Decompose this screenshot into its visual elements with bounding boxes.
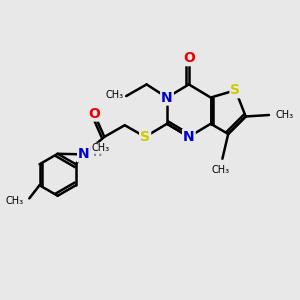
Text: N: N (78, 147, 90, 161)
Text: N: N (183, 130, 195, 144)
Text: O: O (183, 51, 195, 65)
Text: S: S (140, 130, 150, 144)
Text: N: N (161, 91, 173, 104)
Text: CH₃: CH₃ (6, 196, 24, 206)
Text: CH₃: CH₃ (105, 90, 123, 100)
Text: CH₃: CH₃ (275, 110, 294, 120)
Text: CH₃: CH₃ (212, 165, 230, 175)
Text: S: S (230, 83, 241, 97)
Text: H: H (93, 148, 102, 158)
Text: O: O (88, 106, 100, 121)
Text: CH₃: CH₃ (91, 143, 110, 153)
